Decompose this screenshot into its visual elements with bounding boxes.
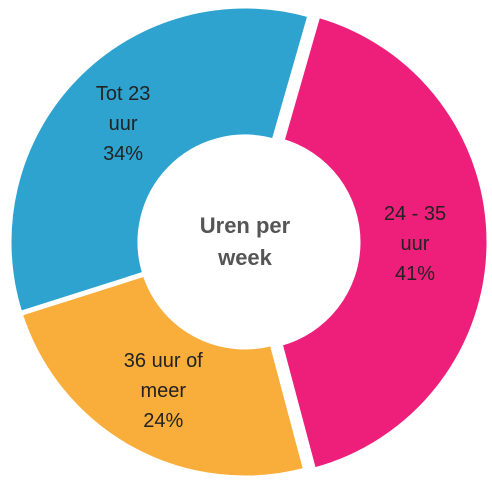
donut-segment <box>276 12 492 474</box>
donut-segment <box>6 3 314 317</box>
center-title: Uren per week <box>199 213 291 270</box>
category-label: Tot 23 uur <box>95 82 151 135</box>
category-label: 36 uur of meer <box>123 350 203 403</box>
segment-label: 36 uur of meer 24% <box>123 346 203 436</box>
donut-segment <box>16 270 309 481</box>
value-label: 24% <box>143 410 184 433</box>
value-label: 34% <box>103 142 144 165</box>
segment-label: 24 - 35 uur 41% <box>375 199 455 289</box>
category-label: 24 - 35 uur <box>383 202 447 255</box>
segment-label: Tot 23 uur 34% <box>88 79 158 169</box>
value-label: 41% <box>394 262 435 285</box>
